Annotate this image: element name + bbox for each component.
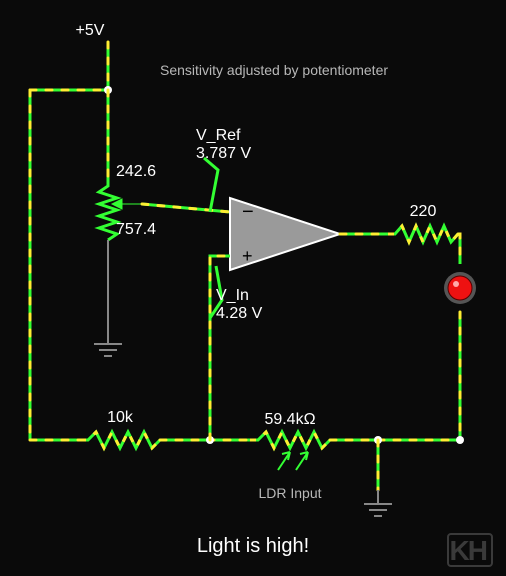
vref-name: V_Ref: [196, 127, 241, 144]
led: [448, 276, 472, 300]
potentiometer[interactable]: [99, 180, 117, 240]
vin-name: V_In: [216, 287, 249, 304]
node-right: [456, 436, 464, 444]
vin-val: 4.28 V: [216, 305, 263, 322]
ground-right: [364, 490, 392, 516]
ldr-val: 59.4kΩ: [264, 411, 315, 428]
opamp-plus: +: [242, 246, 253, 266]
opamp-minus: −: [242, 201, 254, 223]
resistor-div: [80, 432, 160, 448]
ground-pot: [94, 330, 122, 356]
caption: Light is high!: [197, 535, 309, 557]
rled-label: 220: [410, 203, 437, 220]
led-shine: [453, 281, 459, 287]
ldr-name: LDR Input: [258, 485, 321, 501]
pot-bot-val: 757.4: [116, 221, 156, 238]
pot-top-val: 242.6: [116, 163, 156, 180]
rdiv-label: 10k: [107, 409, 134, 426]
vref-val: 3.787 V: [196, 145, 251, 162]
ldr[interactable]: [250, 432, 330, 448]
subtitle: Sensitivity adjusted by potentiometer: [160, 62, 388, 78]
ldr-light-arrow: [296, 452, 308, 470]
wire-wiper-to-inv: [142, 204, 230, 212]
logo: KH: [450, 535, 487, 566]
probe-vref: [204, 158, 218, 212]
pot-wiper-arrow: [112, 199, 142, 209]
ldr-light-arrow: [278, 452, 290, 470]
supply-label: +5V: [76, 22, 105, 39]
